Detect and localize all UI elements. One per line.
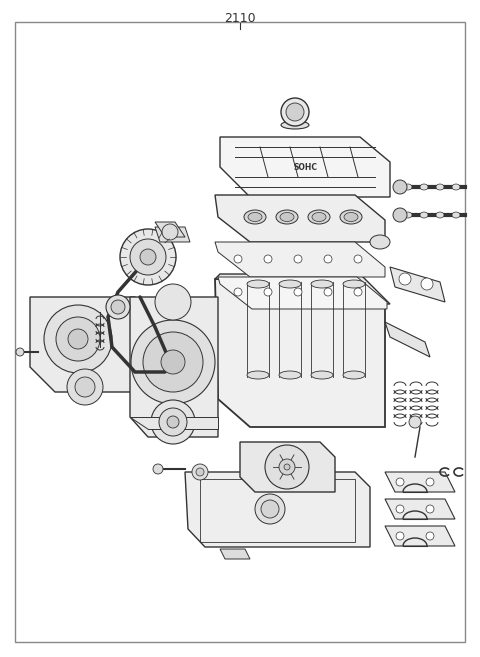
Circle shape	[111, 300, 125, 314]
Circle shape	[161, 350, 185, 374]
Circle shape	[234, 255, 242, 263]
Polygon shape	[218, 277, 387, 309]
Circle shape	[261, 500, 279, 518]
Bar	[200, 479, 355, 542]
Polygon shape	[390, 267, 445, 302]
Ellipse shape	[248, 212, 262, 221]
Text: SOHC: SOHC	[293, 162, 317, 171]
Circle shape	[159, 408, 187, 436]
Polygon shape	[240, 442, 335, 492]
Circle shape	[421, 278, 433, 290]
Circle shape	[393, 208, 407, 222]
Ellipse shape	[276, 210, 298, 224]
Circle shape	[426, 478, 434, 486]
Circle shape	[399, 273, 411, 285]
Circle shape	[131, 320, 215, 404]
Polygon shape	[215, 242, 385, 277]
Circle shape	[153, 464, 163, 474]
Circle shape	[284, 464, 290, 470]
Ellipse shape	[280, 212, 294, 221]
Circle shape	[196, 468, 204, 476]
Polygon shape	[385, 472, 455, 492]
Ellipse shape	[404, 184, 412, 190]
Circle shape	[167, 416, 179, 428]
Circle shape	[68, 329, 88, 349]
Circle shape	[264, 288, 272, 296]
Circle shape	[264, 255, 272, 263]
Polygon shape	[155, 227, 190, 242]
Circle shape	[56, 317, 100, 361]
Ellipse shape	[312, 212, 326, 221]
Circle shape	[67, 369, 103, 405]
Circle shape	[393, 180, 407, 194]
Ellipse shape	[279, 371, 301, 379]
Circle shape	[354, 288, 362, 296]
Polygon shape	[130, 297, 218, 437]
Circle shape	[130, 239, 166, 275]
Polygon shape	[215, 195, 385, 242]
Ellipse shape	[311, 280, 333, 288]
Ellipse shape	[308, 210, 330, 224]
Polygon shape	[220, 549, 250, 559]
Text: 2110: 2110	[224, 12, 256, 25]
Circle shape	[265, 445, 309, 489]
Ellipse shape	[370, 235, 390, 249]
Circle shape	[324, 288, 332, 296]
Ellipse shape	[343, 371, 365, 379]
Ellipse shape	[279, 280, 301, 288]
Circle shape	[286, 103, 304, 121]
Polygon shape	[155, 222, 185, 237]
Ellipse shape	[343, 280, 365, 288]
Polygon shape	[215, 274, 390, 304]
Circle shape	[143, 332, 203, 392]
Ellipse shape	[452, 184, 460, 190]
Ellipse shape	[311, 371, 333, 379]
Circle shape	[140, 249, 156, 265]
Circle shape	[75, 377, 95, 397]
Ellipse shape	[420, 212, 428, 218]
Circle shape	[155, 284, 191, 320]
Polygon shape	[185, 472, 370, 547]
Ellipse shape	[344, 212, 358, 221]
Polygon shape	[385, 322, 430, 357]
Circle shape	[354, 255, 362, 263]
Ellipse shape	[244, 210, 266, 224]
Ellipse shape	[420, 184, 428, 190]
Ellipse shape	[404, 212, 412, 218]
Ellipse shape	[436, 212, 444, 218]
Circle shape	[409, 416, 421, 428]
Circle shape	[234, 288, 242, 296]
Circle shape	[120, 229, 176, 285]
Ellipse shape	[281, 121, 309, 129]
Circle shape	[396, 532, 404, 540]
Circle shape	[279, 459, 295, 475]
Polygon shape	[130, 417, 218, 429]
Circle shape	[324, 255, 332, 263]
Circle shape	[396, 478, 404, 486]
Ellipse shape	[247, 280, 269, 288]
Circle shape	[255, 494, 285, 524]
Circle shape	[106, 295, 130, 319]
Circle shape	[151, 400, 195, 444]
Circle shape	[44, 305, 112, 373]
Circle shape	[192, 464, 208, 480]
Ellipse shape	[436, 184, 444, 190]
Polygon shape	[220, 137, 390, 197]
Circle shape	[294, 255, 302, 263]
Circle shape	[426, 505, 434, 513]
Circle shape	[16, 348, 24, 356]
Polygon shape	[385, 526, 455, 546]
Circle shape	[281, 98, 309, 126]
Circle shape	[162, 224, 178, 240]
Polygon shape	[215, 279, 385, 427]
Polygon shape	[385, 499, 455, 519]
Circle shape	[294, 288, 302, 296]
Ellipse shape	[452, 212, 460, 218]
Circle shape	[396, 505, 404, 513]
Ellipse shape	[247, 371, 269, 379]
Ellipse shape	[340, 210, 362, 224]
Circle shape	[426, 532, 434, 540]
Polygon shape	[30, 297, 148, 392]
